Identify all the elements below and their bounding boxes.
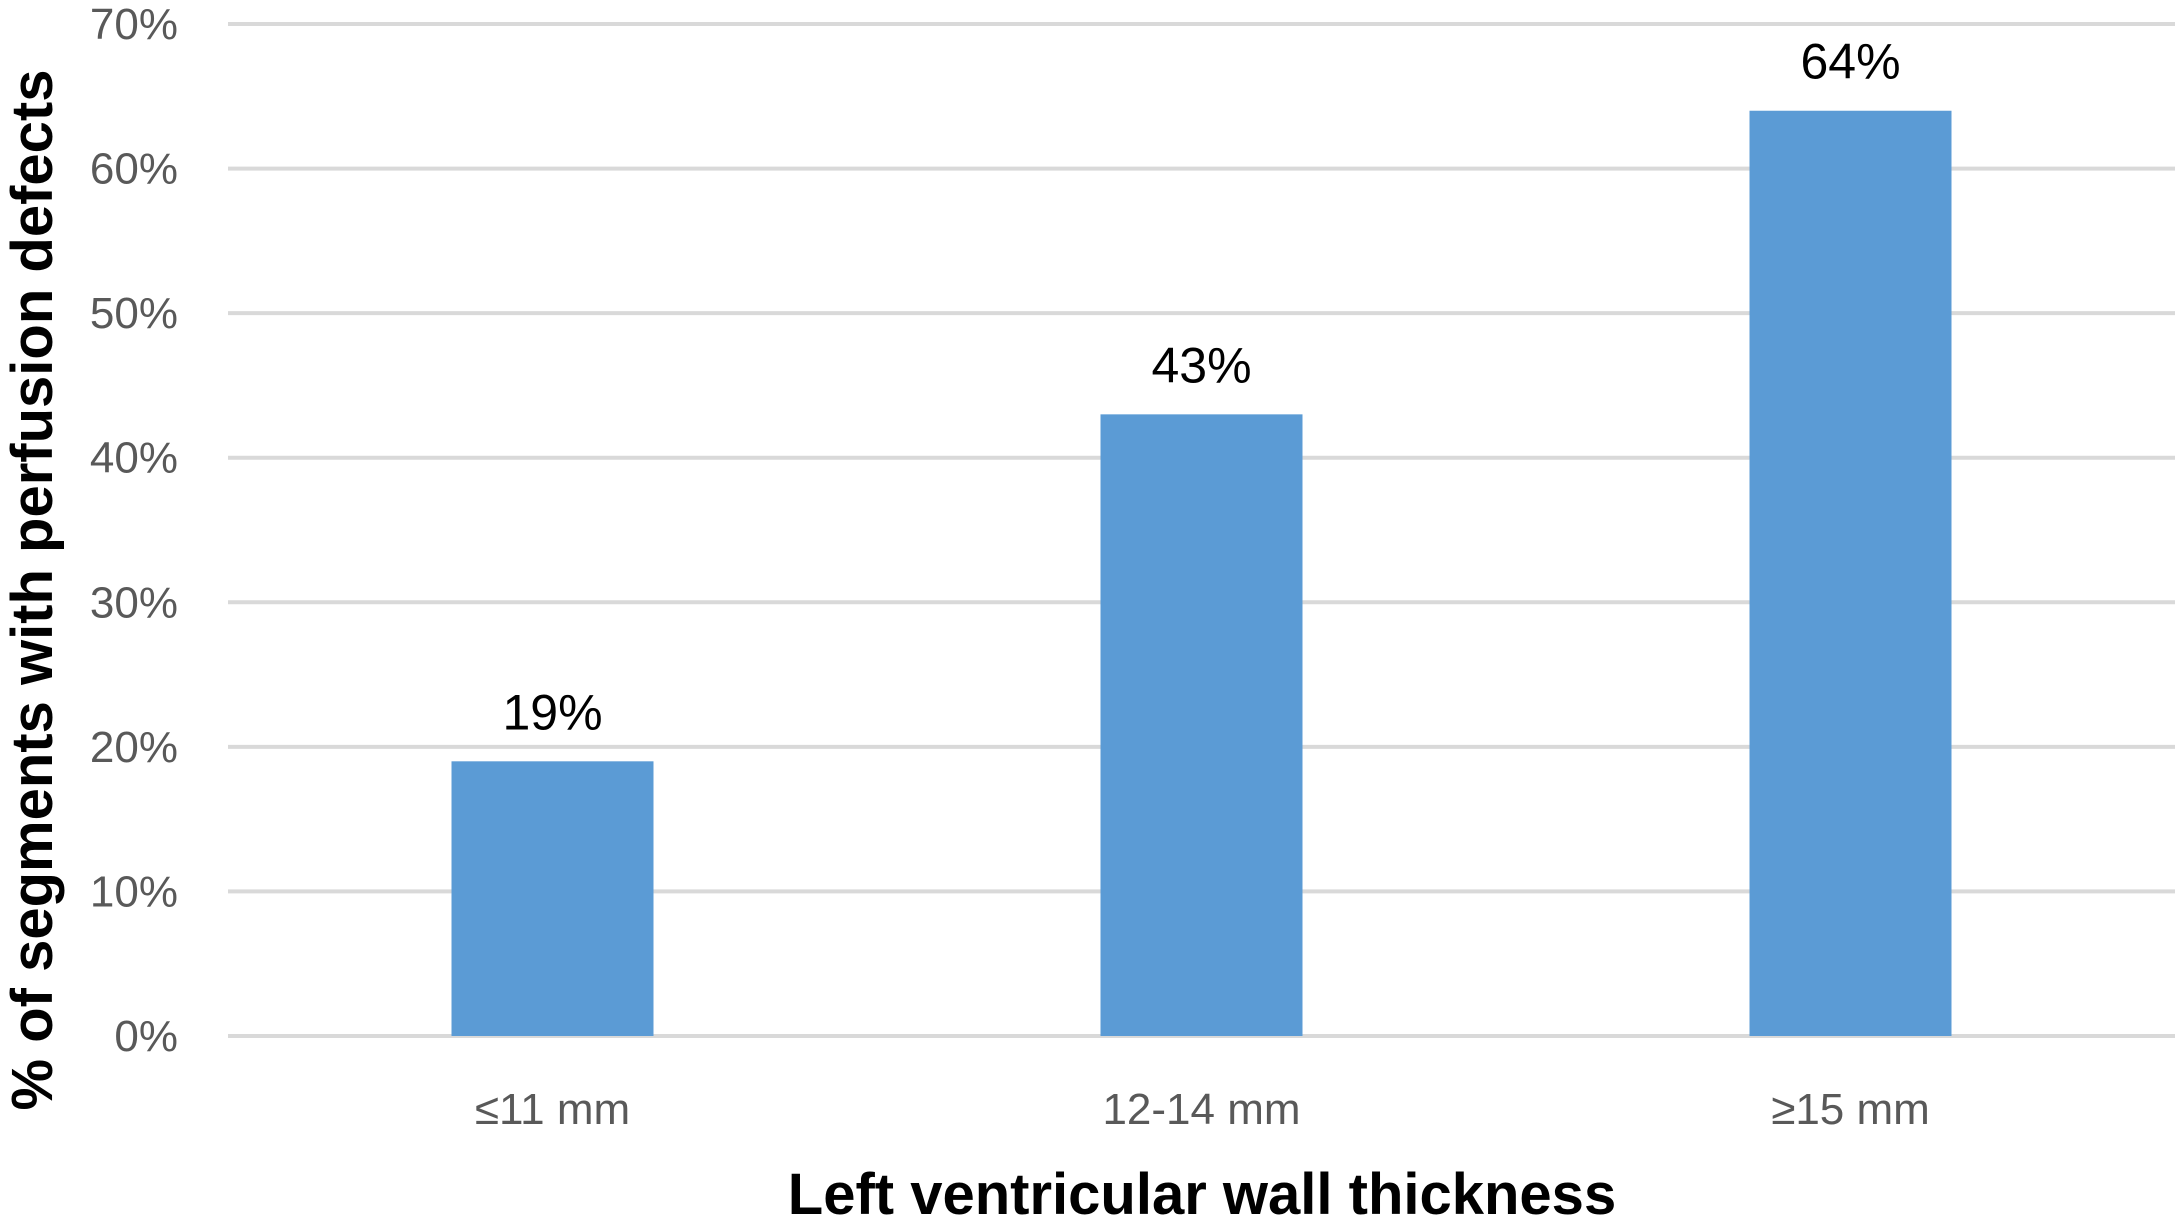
bars xyxy=(451,110,1952,1036)
y-tick-label: 60% xyxy=(90,145,178,194)
data-labels: 19% 43% 64% xyxy=(502,34,1900,741)
bar xyxy=(451,761,654,1036)
bar xyxy=(1100,414,1303,1036)
data-label: 43% xyxy=(1151,337,1251,393)
data-label: 64% xyxy=(1800,34,1900,90)
x-tick-label: 12-14 mm xyxy=(1102,1085,1300,1134)
y-tick-label: 30% xyxy=(90,578,178,627)
y-tick-label: 40% xyxy=(90,434,178,483)
y-tick-label: 10% xyxy=(90,867,178,916)
y-tick-label: 20% xyxy=(90,723,178,772)
y-axis-title: % of segments with perfusion defects xyxy=(0,70,65,1111)
x-axis-tick-labels: ≤11 mm 12-14 mm ≥15 mm xyxy=(475,1085,1930,1134)
y-tick-label: 70% xyxy=(90,0,178,49)
x-tick-label: ≤11 mm xyxy=(475,1085,630,1134)
bar xyxy=(1749,110,1952,1036)
x-tick-label: ≥15 mm xyxy=(1771,1085,1930,1134)
data-label: 19% xyxy=(502,684,602,740)
y-axis-tick-labels: 0% 10% 20% 30% 40% 50% 60% 70% xyxy=(90,0,178,1061)
x-axis-title: Left ventricular wall thickness xyxy=(788,1162,1616,1222)
y-tick-label: 0% xyxy=(114,1012,178,1061)
y-tick-label: 50% xyxy=(90,289,178,338)
